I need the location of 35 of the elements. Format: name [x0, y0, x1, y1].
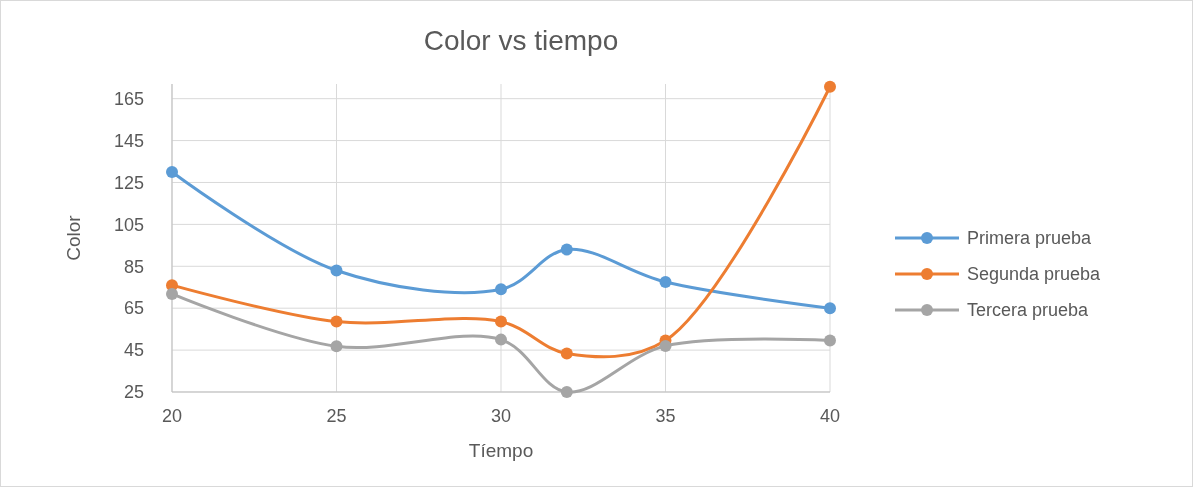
- point: [495, 283, 507, 296]
- x-tick-label: 20: [161, 406, 183, 426]
- x-tick-label: 25: [326, 406, 347, 426]
- point: [560, 347, 573, 360]
- point: [330, 315, 343, 328]
- y-axis-title: Color: [63, 214, 84, 261]
- legend-label: Primera prueba: [967, 228, 1093, 249]
- point: [495, 333, 507, 346]
- x-tick-label: 30: [490, 406, 512, 426]
- point: [824, 80, 836, 93]
- legend-label: Tercera prueba: [967, 300, 1090, 321]
- y-tick-label: 105: [113, 214, 144, 235]
- point: [659, 339, 672, 352]
- x-axis-title: Tíempo: [468, 440, 534, 461]
- point: [560, 386, 573, 398]
- y-tick-label: 45: [123, 340, 144, 361]
- point: [330, 340, 343, 353]
- point: [824, 302, 836, 315]
- y-tick-label: 25: [123, 382, 144, 403]
- y-tick-label: 165: [113, 88, 144, 109]
- x-tick-label: 35: [655, 406, 676, 426]
- point: [824, 334, 836, 347]
- y-tick-label: 85: [123, 256, 144, 277]
- point: [495, 315, 507, 328]
- point: [166, 287, 178, 300]
- point: [166, 166, 178, 178]
- legend-label: Segunda prueba: [967, 264, 1102, 285]
- y-tick-label: 65: [123, 298, 144, 319]
- chart-title: Color vs tiempo: [423, 25, 619, 56]
- point: [330, 264, 343, 277]
- y-tick-label: 145: [113, 130, 144, 151]
- point: [659, 276, 672, 288]
- y-tick-label: 125: [113, 172, 144, 193]
- point: [560, 243, 573, 256]
- x-tick-label: 40: [819, 406, 841, 426]
